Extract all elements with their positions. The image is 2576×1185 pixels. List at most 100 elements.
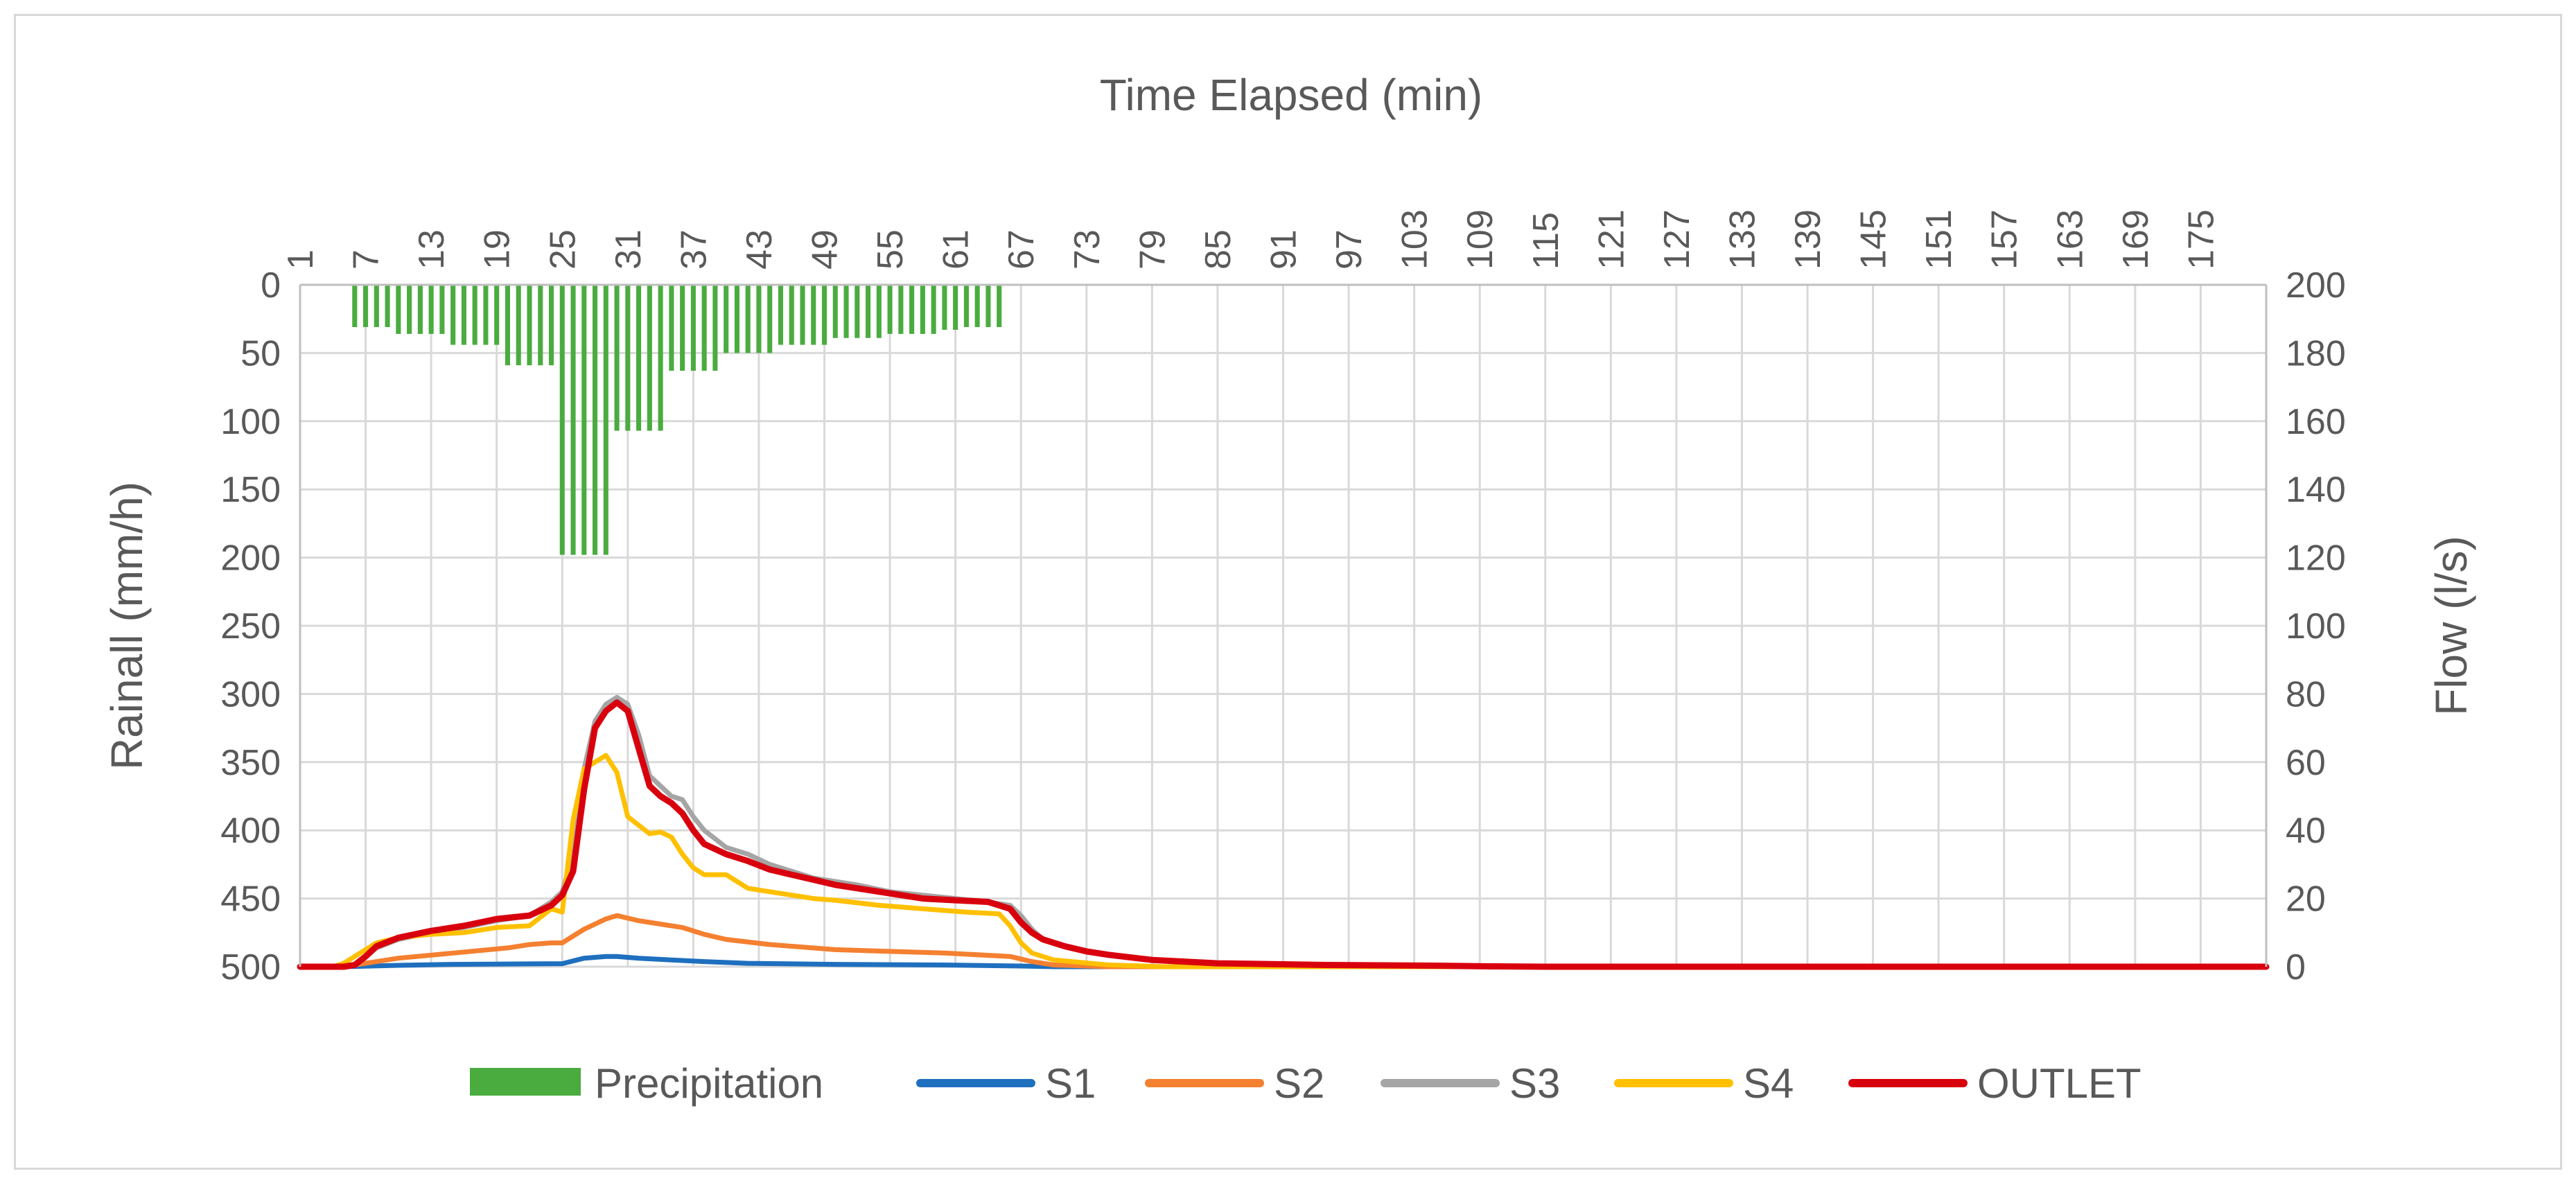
precipitation-bar	[811, 285, 816, 345]
x-tick-label: 175	[2181, 209, 2221, 270]
precipitation-bar	[855, 285, 860, 338]
precipitation-bar	[778, 285, 784, 345]
precipitation-bar	[876, 285, 882, 338]
precipitation-bar	[832, 285, 838, 338]
x-tick-label: 19	[477, 229, 518, 270]
x-tick-label: 115	[1526, 212, 1566, 270]
precipitation-bar	[417, 285, 423, 334]
precipitation-bar	[669, 285, 674, 371]
x-tick-label: 67	[1001, 229, 1042, 270]
precipitation-bar	[745, 285, 751, 353]
left-tick-label: 450	[220, 879, 281, 920]
left-tick-label: 200	[220, 538, 281, 579]
left-axis-title: Rainall (mm/h)	[102, 482, 152, 770]
precipitation-bar	[374, 285, 379, 328]
precipitation-bar	[974, 285, 980, 328]
precipitation-bar	[953, 285, 958, 330]
x-tick-label: 49	[805, 229, 845, 270]
right-tick-labels: 0 20 40 60 80 100 120 140 160 180 200	[2286, 265, 2346, 988]
right-tick-label: 200	[2286, 265, 2346, 306]
precipitation-bar	[866, 285, 871, 338]
precipitation-bar	[712, 285, 718, 371]
precipitation-bar	[516, 285, 521, 366]
left-tick-label: 300	[220, 674, 281, 714]
right-tick-label: 120	[2286, 538, 2346, 579]
precipitation-bar	[800, 285, 805, 345]
precipitation-bar	[997, 285, 1002, 328]
precipitation-bar	[407, 285, 412, 334]
x-tick-label: 163	[2050, 209, 2090, 270]
x-tick-label: 109	[1460, 209, 1500, 270]
left-tick-label: 150	[220, 470, 281, 510]
right-tick-label: 160	[2286, 402, 2346, 442]
precipitation-bar	[450, 285, 456, 345]
right-tick-label: 180	[2286, 333, 2346, 374]
precipitation-bar	[931, 285, 936, 334]
precipitation-bar	[385, 285, 390, 328]
precipitation-bar	[636, 285, 642, 431]
precipitation-bar	[538, 285, 543, 366]
series-line-outlet	[297, 699, 2270, 970]
axis-lines	[299, 283, 2268, 967]
right-axis-title: Flow (l/s)	[2426, 536, 2476, 716]
right-tick-label: 80	[2286, 674, 2326, 714]
left-tick-label: 350	[220, 743, 281, 783]
x-tick-label: 139	[1788, 209, 1828, 270]
x-tick-label: 31	[608, 229, 649, 270]
right-tick-label: 140	[2286, 470, 2346, 510]
precipitation-bar	[658, 285, 663, 431]
precipitation-bar	[505, 285, 511, 366]
legend-swatch-precipitation	[470, 1068, 581, 1096]
precipitation-bar	[593, 285, 598, 555]
left-tick-label: 500	[220, 947, 281, 988]
x-tick-label: 133	[1722, 209, 1762, 270]
precipitation-bar	[647, 285, 652, 431]
precipitation-bar	[472, 285, 477, 345]
x-tick-label: 145	[1854, 209, 1894, 270]
right-tick-label: 60	[2286, 743, 2326, 783]
x-tick-label: 55	[870, 229, 911, 270]
legend-label-s1: S1	[1045, 1060, 1096, 1107]
precipitation-bar	[527, 285, 532, 366]
x-tick-label: 7	[347, 249, 387, 270]
precipitation-bar	[789, 285, 794, 345]
precipitation-bar	[909, 285, 915, 334]
x-tick-label: 79	[1132, 229, 1173, 270]
x-tick-labels: 1 7 13 19 25 31 37 43 49 55 61 67 73 79 85 91 97 103 109 11…	[281, 209, 2221, 270]
right-tick-label: 0	[2286, 947, 2306, 988]
precipitation-bar	[614, 285, 620, 431]
precipitation-bar	[363, 285, 369, 328]
precipitation-bar	[581, 285, 587, 555]
combo-chart: 1 7 13 19 25 31 37 43 49 55 61 67 73 79 85 91 97 103 109 11…	[102, 70, 2476, 1107]
x-tick-label: 127	[1657, 209, 1697, 270]
precipitation-bar	[494, 285, 500, 345]
x-tick-label: 25	[543, 229, 583, 270]
x-tick-label: 61	[936, 229, 976, 270]
x-tick-label: 97	[1329, 229, 1369, 270]
right-tick-label: 20	[2286, 879, 2326, 920]
x-tick-label: 1	[281, 249, 321, 270]
right-tick-label: 40	[2286, 811, 2326, 851]
x-tick-label: 13	[412, 229, 452, 270]
precipitation-bar	[680, 285, 685, 371]
x-tick-label: 157	[1985, 209, 2025, 270]
precipitation-bar	[734, 285, 739, 353]
series-line-s1	[297, 954, 2269, 969]
precipitation-bar	[439, 285, 445, 334]
precipitation-bar	[942, 285, 947, 330]
precipitation-bar	[483, 285, 489, 345]
precipitation-bar	[548, 285, 554, 366]
legend-label-precipitation: Precipitation	[595, 1060, 823, 1107]
x-tick-label: 43	[739, 229, 780, 270]
legend-label-outlet: OUTLET	[1977, 1060, 2141, 1107]
x-tick-label: 169	[2116, 209, 2156, 270]
precipitation-bar	[985, 285, 991, 328]
x-axis-title: Time Elapsed (min)	[1100, 70, 1482, 120]
legend-label-s4: S4	[1743, 1060, 1794, 1107]
precipitation-bars	[352, 285, 1002, 555]
precipitation-bar	[428, 285, 434, 334]
chart-frame: 1 7 13 19 25 31 37 43 49 55 61 67 73 79 85 91 97 103 109 11…	[14, 14, 2562, 1170]
left-tick-label: 250	[220, 606, 281, 647]
precipitation-bar	[887, 285, 893, 334]
x-tick-label: 91	[1264, 229, 1304, 270]
